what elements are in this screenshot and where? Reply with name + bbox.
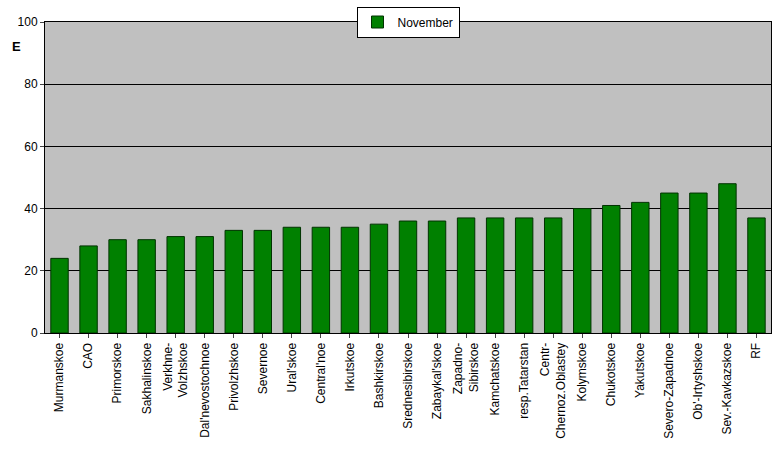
- svg-text:0: 0: [31, 326, 38, 340]
- svg-text:Sakhalinskoe: Sakhalinskoe: [140, 342, 154, 414]
- svg-text:Srednesibirskoe: Srednesibirskoe: [401, 342, 415, 428]
- svg-text:Chukotskoe: Chukotskoe: [604, 342, 618, 406]
- svg-text:100: 100: [18, 15, 38, 29]
- svg-text:Kolymskoe: Kolymskoe: [575, 342, 589, 401]
- svg-text:Zapadno-Sibirskoe: Zapadno-Sibirskoe: [451, 342, 481, 394]
- svg-text:Zabaykal'skoe: Zabaykal'skoe: [430, 342, 444, 419]
- svg-text:Ural'skoe: Ural'skoe: [285, 342, 299, 392]
- svg-text:40: 40: [24, 202, 38, 216]
- svg-text:E: E: [12, 39, 21, 54]
- svg-text:Murmanskoe: Murmanskoe: [52, 342, 66, 412]
- svg-text:Central'noe: Central'noe: [314, 342, 328, 403]
- svg-text:Ob'-Irtyshskoe: Ob'-Irtyshskoe: [691, 342, 705, 419]
- svg-text:Irkutskoe: Irkutskoe: [343, 342, 357, 391]
- svg-text:Dal'nevostochnoe: Dal'nevostochnoe: [198, 342, 212, 437]
- svg-text:Severnoe: Severnoe: [256, 342, 270, 394]
- svg-text:Bashkirskoe: Bashkirskoe: [372, 342, 386, 408]
- svg-text:80: 80: [24, 77, 38, 91]
- svg-text:60: 60: [24, 140, 38, 154]
- svg-text:Privolzhskoe: Privolzhskoe: [227, 342, 241, 410]
- svg-text:Primorskoe: Primorskoe: [111, 342, 125, 403]
- svg-text:20: 20: [24, 264, 38, 278]
- svg-text:Verkhne-Volzhskoe: Verkhne-Volzhskoe: [161, 342, 191, 397]
- svg-text:resp.Tatarstan: resp.Tatarstan: [517, 343, 531, 419]
- svg-text:Centr-Chernoz.Oblastey: Centr-Chernoz.Oblastey: [538, 343, 568, 439]
- svg-text:Severo-Zapadnoe: Severo-Zapadnoe: [662, 342, 676, 438]
- svg-text:Sev.-Kavkazskoe: Sev.-Kavkazskoe: [720, 342, 734, 434]
- svg-text:November: November: [398, 16, 453, 30]
- svg-text:RF: RF: [749, 343, 763, 359]
- svg-text:Yakutskoe: Yakutskoe: [633, 342, 647, 397]
- svg-text:CAO: CAO: [81, 343, 95, 369]
- svg-text:Kamchatskoe: Kamchatskoe: [488, 342, 502, 415]
